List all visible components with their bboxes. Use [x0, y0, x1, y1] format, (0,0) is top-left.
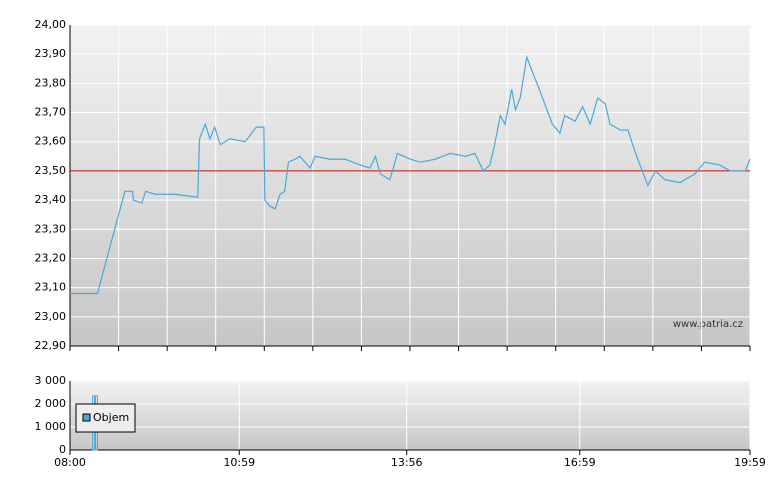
y-tick-label: 23,00 [35, 310, 67, 323]
x-tick-label: 16:59 [564, 456, 596, 469]
y-tick-label: 22,90 [35, 339, 67, 352]
y-tick-label: 0 [59, 443, 66, 456]
y-tick-label: 23,70 [35, 106, 67, 119]
y-tick-label: 23,20 [35, 251, 67, 264]
y-tick-label: 23,80 [35, 76, 67, 89]
price-line [70, 54, 751, 295]
watermark: www.patria.cz [673, 319, 743, 330]
y-tick-label: 23,90 [35, 47, 67, 60]
x-tick-label: 10:59 [223, 456, 255, 469]
legend-swatch [82, 413, 91, 422]
y-tick-label: 23,50 [35, 164, 67, 177]
y-tick-label: 23,30 [35, 222, 67, 235]
y-tick-label: 24,00 [35, 18, 67, 31]
volume-plot-area [70, 381, 750, 450]
y-tick-label: 3 000 [35, 374, 67, 387]
y-tick-label: 23,40 [35, 193, 67, 206]
y-tick-label: 2 000 [35, 397, 67, 410]
x-tick-label: 08:00 [54, 456, 86, 469]
legend-label: Objem [93, 411, 129, 424]
y-tick-label: 1 000 [35, 420, 67, 433]
y-tick-label: 23,60 [35, 135, 67, 148]
y-tick-label: 23,10 [35, 281, 67, 294]
x-tick-label: 19:59 [734, 456, 766, 469]
x-tick-label: 13:56 [391, 456, 423, 469]
